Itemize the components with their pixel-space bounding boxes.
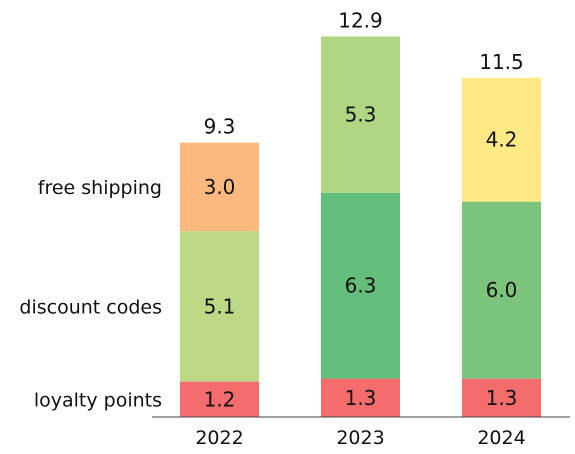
x-tick-label-2022: 2022	[195, 427, 243, 449]
series-labels: loyalty points discount codes free shippin…	[19, 177, 162, 411]
data-label-free-shipping-2023: 5.3	[345, 103, 377, 127]
bar-segment-loyalty-points-2022	[180, 381, 259, 417]
data-label-discount-codes-2022: 5.1	[204, 294, 236, 318]
bar-segment-loyalty-points-2024	[462, 378, 541, 417]
bar-segment-loyalty-points-2023	[321, 378, 400, 417]
total-label-2022: 9.3	[204, 115, 236, 139]
data-label-discount-codes-2023: 6.3	[345, 274, 377, 298]
bar-segment-free-shipping-2023	[321, 36, 400, 193]
bar-segment-discount-codes-2023	[321, 192, 400, 379]
x-axis-tick-labels: 2022 2023 2024	[195, 427, 525, 449]
bar-segment-discount-codes-2024	[462, 201, 541, 379]
total-label-2024: 11.5	[479, 50, 524, 74]
x-tick-label-2023: 2023	[336, 427, 384, 449]
data-label-loyalty-points-2024: 1.3	[486, 386, 518, 410]
series-label-discount-codes: discount codes	[19, 296, 162, 318]
data-label-discount-codes-2024: 6.0	[486, 278, 518, 302]
bar-segment-free-shipping-2024	[462, 77, 541, 202]
data-label-free-shipping-2022: 3.0	[204, 175, 236, 199]
bars-layer: 1.2 5.1 3.0 9.3 1.3 6.3 5.3 12.9 1.3 6.0 4.2 11.5	[180, 8, 541, 417]
data-label-loyalty-points-2022: 1.2	[204, 387, 236, 411]
series-label-free-shipping: free shipping	[38, 177, 162, 199]
data-label-loyalty-points-2023: 1.3	[345, 386, 377, 410]
bar-segment-free-shipping-2022	[180, 142, 259, 232]
data-label-free-shipping-2024: 4.2	[486, 128, 518, 152]
x-tick-label-2024: 2024	[477, 427, 525, 449]
total-label-2023: 12.9	[338, 8, 383, 32]
bar-segment-discount-codes-2022	[180, 231, 259, 382]
series-label-loyalty-points: loyalty points	[34, 389, 162, 411]
